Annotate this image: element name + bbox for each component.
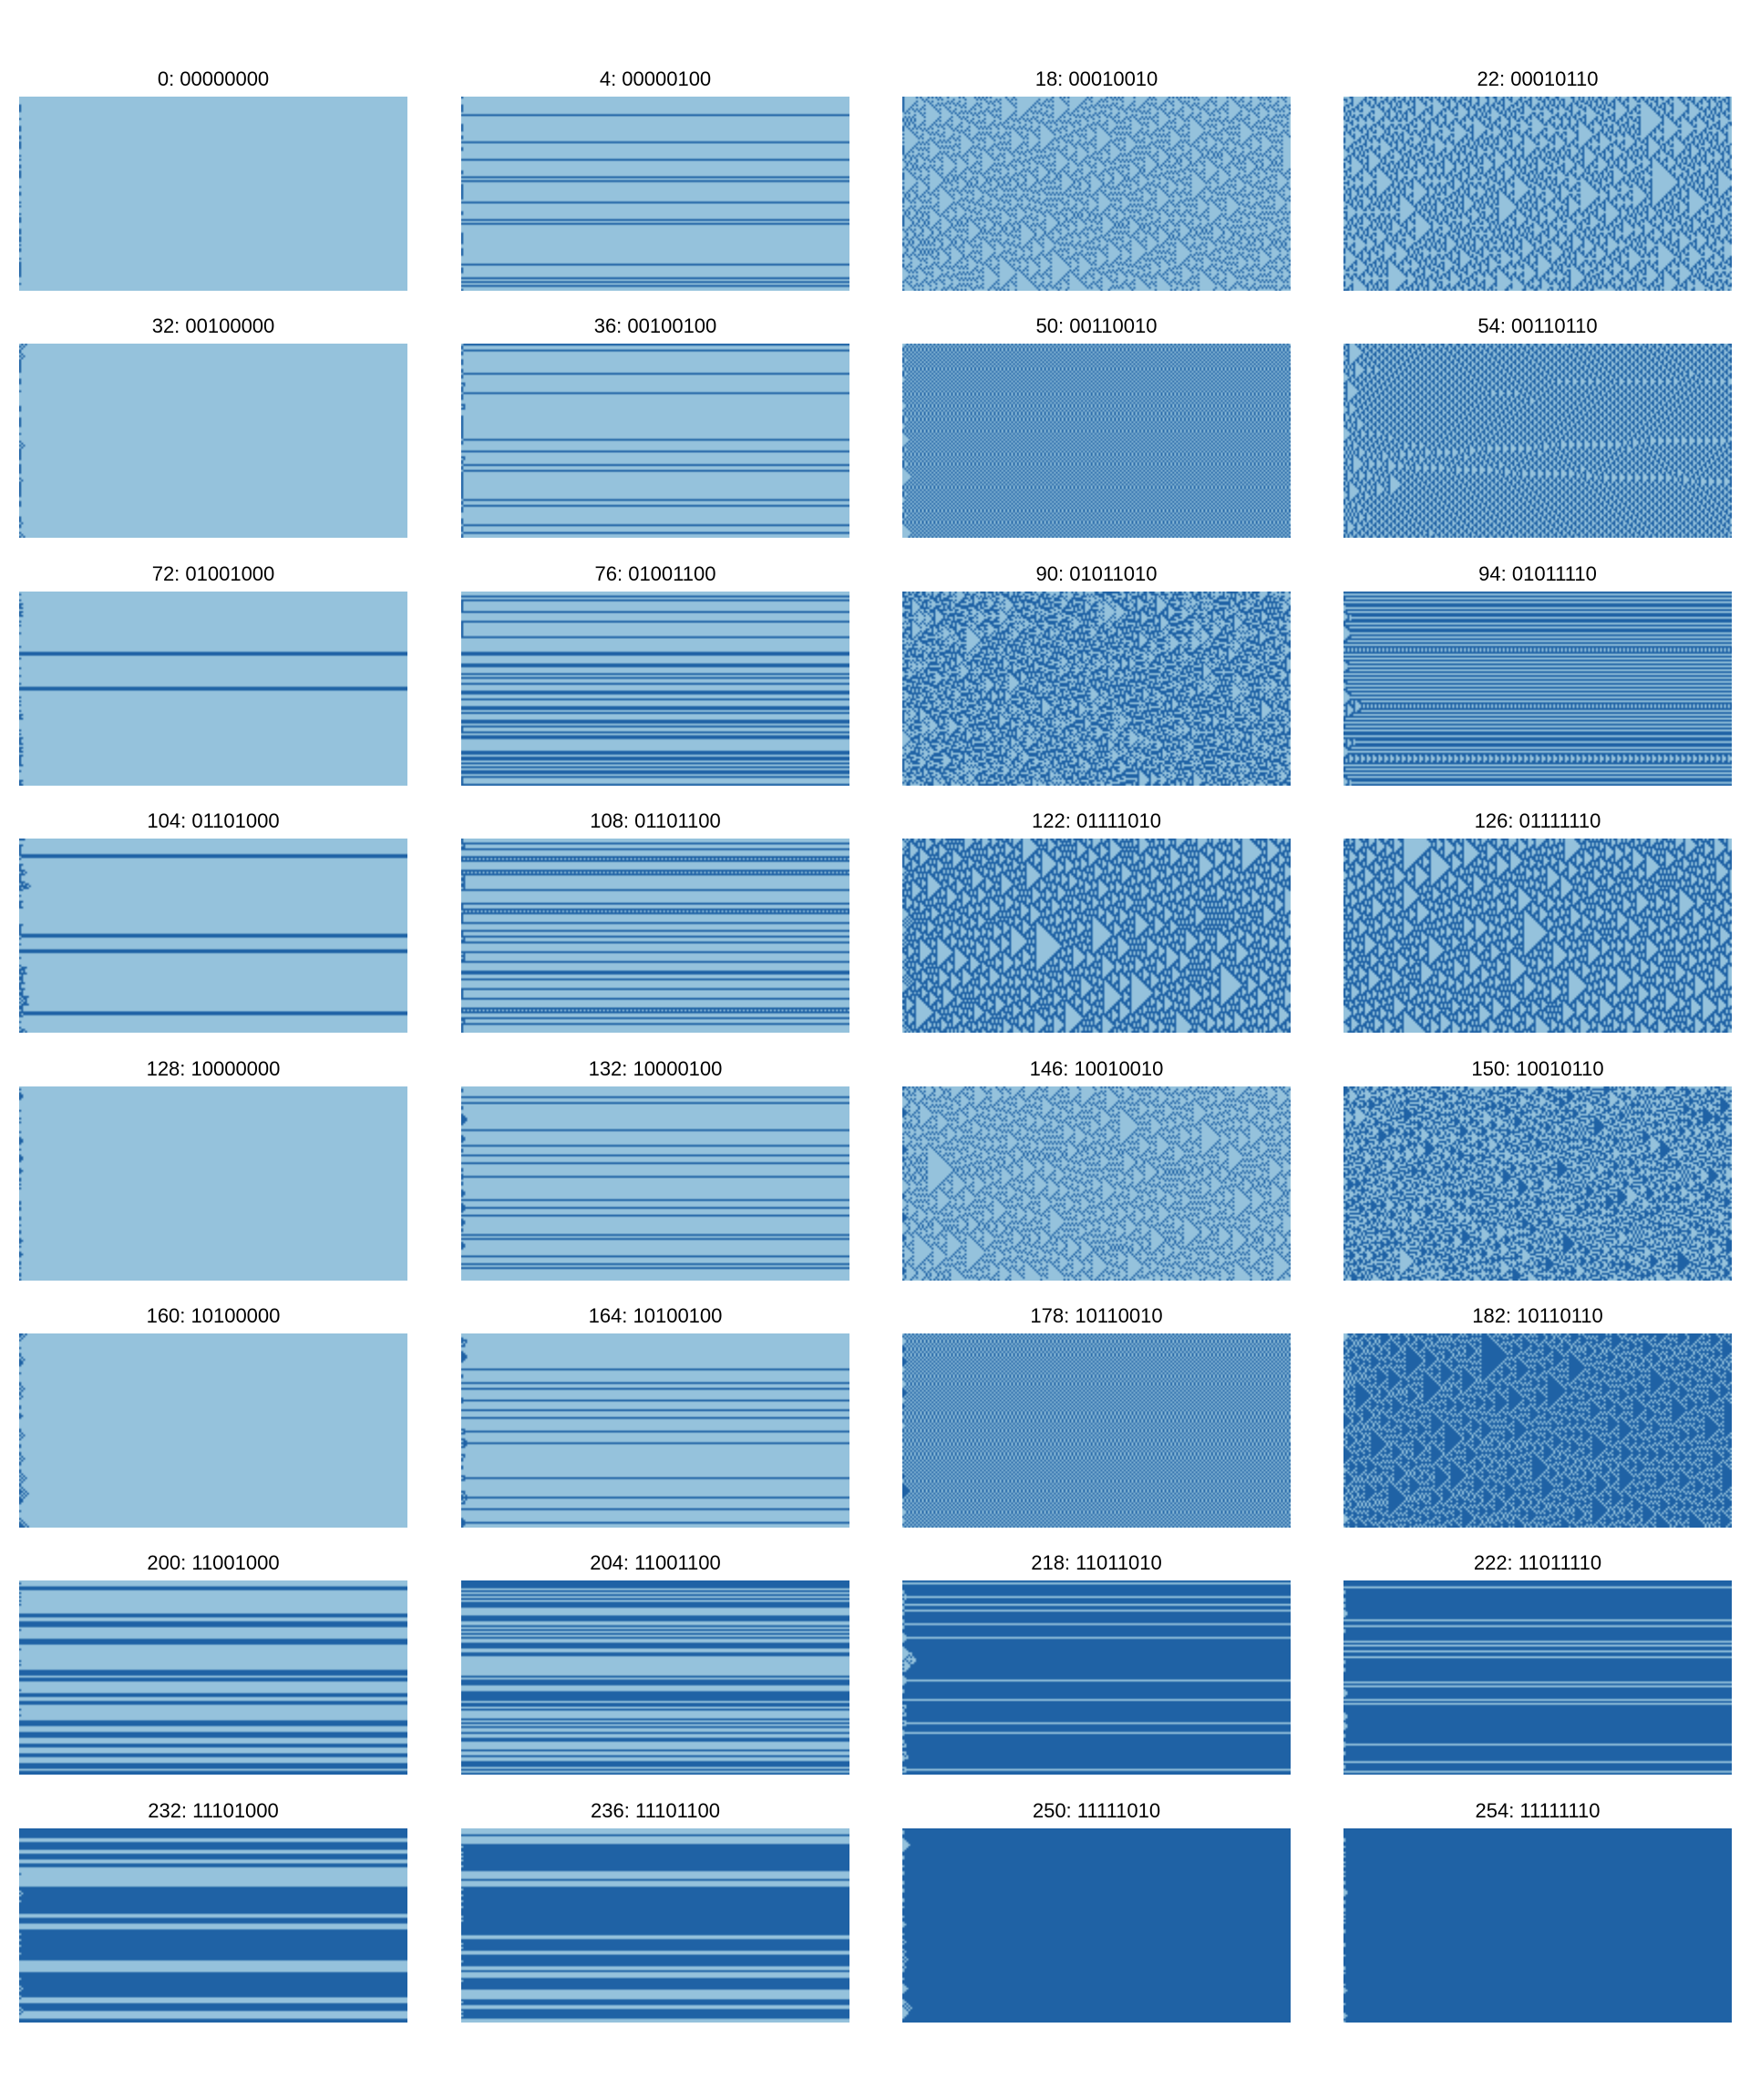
automaton-plot xyxy=(1343,592,1732,786)
panel-title: 36: 00100100 xyxy=(593,314,717,337)
panel-title: 218: 11011010 xyxy=(1031,1551,1162,1574)
automaton-plot xyxy=(19,1086,407,1281)
rule-panel: 128: 10000000 xyxy=(19,1056,407,1281)
panel-title: 32: 00100000 xyxy=(151,314,275,337)
rule-panel: 160: 10100000 xyxy=(19,1303,407,1528)
rule-panel: 132: 10000100 xyxy=(461,1056,849,1281)
panel-title: 90: 01011010 xyxy=(1035,562,1158,585)
rule-panel: 182: 10110110 xyxy=(1343,1303,1732,1528)
rule-panel: 218: 11011010 xyxy=(902,1550,1291,1775)
automaton-plot xyxy=(461,344,849,538)
automaton-plot xyxy=(19,839,407,1033)
automaton-plot xyxy=(19,1333,407,1528)
automaton-plot xyxy=(19,97,407,291)
panel-title: 250: 11111010 xyxy=(1032,1799,1161,1822)
panel-title: 204: 11001100 xyxy=(590,1551,721,1574)
panel-title: 222: 11011110 xyxy=(1473,1551,1602,1574)
panel-title: 50: 00110010 xyxy=(1035,314,1158,337)
rule-panel: 32: 00100000 xyxy=(19,314,407,538)
rule-panel: 164: 10100100 xyxy=(461,1303,849,1528)
panel-title: 94: 01011110 xyxy=(1478,562,1597,585)
automaton-plot xyxy=(1343,1086,1732,1281)
automaton-plot xyxy=(461,1828,849,2023)
panel-title: 108: 01101100 xyxy=(590,809,721,832)
rule-panel: 200: 11001000 xyxy=(19,1550,407,1775)
panel-title: 0: 00000000 xyxy=(157,67,270,90)
automaton-plot xyxy=(1343,1333,1732,1528)
panel-title: 132: 10000100 xyxy=(588,1057,723,1080)
rule-panel: 204: 11001100 xyxy=(461,1550,849,1775)
rule-panel: 108: 01101100 xyxy=(461,808,849,1033)
panel-title: 122: 01111010 xyxy=(1032,809,1161,832)
automaton-plot xyxy=(902,1086,1291,1281)
panel-title: 164: 10100100 xyxy=(588,1304,723,1327)
panel-title: 150: 10010110 xyxy=(1471,1057,1604,1080)
automaton-plot xyxy=(19,1828,407,2023)
rule-panel: 22: 00010110 xyxy=(1343,67,1732,291)
rule-panel: 76: 01001100 xyxy=(461,561,849,786)
panel-title: 128: 10000000 xyxy=(146,1057,281,1080)
automaton-plot xyxy=(902,1828,1291,2023)
rule-panel: 18: 00010010 xyxy=(902,67,1291,291)
automaton-plot xyxy=(902,344,1291,538)
panel-title: 126: 01111110 xyxy=(1474,809,1601,832)
rule-panel: 72: 01001000 xyxy=(19,561,407,786)
rule-panel: 150: 10010110 xyxy=(1343,1056,1732,1281)
rule-panel: 250: 11111010 xyxy=(902,1798,1291,2023)
panel-title: 200: 11001000 xyxy=(147,1551,280,1574)
automaton-plot xyxy=(461,1333,849,1528)
rule-panel: 254: 11111110 xyxy=(1343,1798,1732,2023)
panel-title: 76: 01001100 xyxy=(594,562,716,585)
rule-panel: 222: 11011110 xyxy=(1343,1550,1732,1775)
automaton-plot xyxy=(902,97,1291,291)
rule-panel: 126: 01111110 xyxy=(1343,808,1732,1033)
rule-panel: 36: 00100100 xyxy=(461,314,849,538)
panel-title: 4: 00000100 xyxy=(599,67,712,90)
automaton-plot xyxy=(1343,344,1732,538)
rule-panel: 94: 01011110 xyxy=(1343,561,1732,786)
panel-title: 54: 00110110 xyxy=(1477,314,1598,337)
panel-title: 22: 00010110 xyxy=(1477,67,1599,90)
automaton-plot xyxy=(1343,1580,1732,1775)
rule-panel: 122: 01111010 xyxy=(902,808,1291,1033)
panel-title: 146: 10010010 xyxy=(1029,1057,1164,1080)
automaton-plot xyxy=(1343,1828,1732,2023)
automaton-plot xyxy=(1343,97,1732,291)
rule-panel: 50: 00110010 xyxy=(902,314,1291,538)
automaton-plot xyxy=(902,1580,1291,1775)
automaton-plot xyxy=(902,1333,1291,1528)
rule-panel: 146: 10010010 xyxy=(902,1056,1291,1281)
rule-panel: 236: 11101100 xyxy=(461,1798,849,2023)
automaton-plot xyxy=(1343,839,1732,1033)
panel-title: 178: 10110010 xyxy=(1030,1304,1163,1327)
rule-panel: 178: 10110010 xyxy=(902,1303,1291,1528)
automaton-plot xyxy=(461,592,849,786)
automaton-plot xyxy=(461,1580,849,1775)
panel-title: 182: 10110110 xyxy=(1472,1304,1603,1327)
rule-panel: 54: 00110110 xyxy=(1343,314,1732,538)
panel-title: 232: 11101000 xyxy=(148,1799,279,1822)
panel-title: 254: 11111110 xyxy=(1475,1799,1601,1822)
rule-panel: 0: 00000000 xyxy=(19,67,407,291)
automaton-plot xyxy=(19,344,407,538)
automaton-plot xyxy=(461,839,849,1033)
rule-panel: 90: 01011010 xyxy=(902,561,1291,786)
panel-title: 236: 11101100 xyxy=(591,1799,720,1822)
automaton-plot xyxy=(902,839,1291,1033)
automaton-plot xyxy=(19,1580,407,1775)
automaton-plot xyxy=(461,97,849,291)
panel-title: 18: 00010010 xyxy=(1035,67,1158,90)
automaton-plot xyxy=(19,592,407,786)
panel-title: 104: 01101000 xyxy=(147,809,280,832)
automaton-plot xyxy=(461,1086,849,1281)
rule-panel: 232: 11101000 xyxy=(19,1798,407,2023)
automaton-plot xyxy=(902,592,1291,786)
panel-title: 160: 10100000 xyxy=(146,1304,281,1327)
rule-panel: 4: 00000100 xyxy=(461,67,849,291)
panel-title: 72: 01001000 xyxy=(151,562,275,585)
rule-panel: 104: 01101000 xyxy=(19,808,407,1033)
